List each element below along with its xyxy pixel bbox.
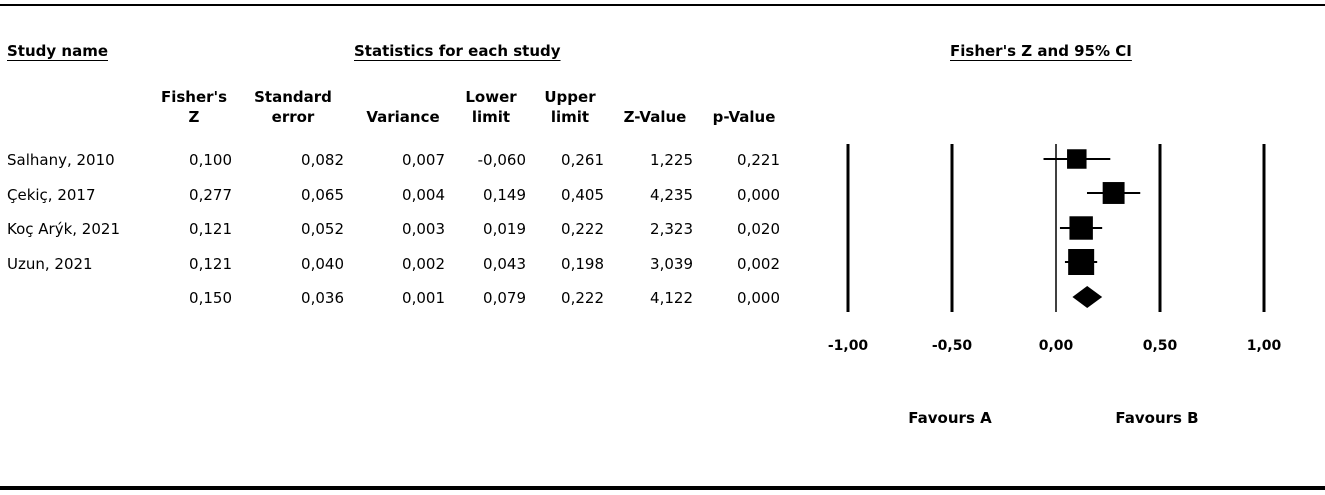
study-name: Uzun, 2021 (7, 255, 93, 273)
table-cell: 0,036 (301, 289, 344, 307)
table-cell: 0,221 (737, 151, 780, 169)
column-header-line2: limit (550, 108, 590, 126)
study-point (1068, 249, 1095, 275)
column-header-5: Z-Value (595, 87, 715, 127)
table-cell: 0,065 (301, 186, 344, 204)
table-cell: 0,079 (483, 289, 526, 307)
column-header-0: Fisher's Z (134, 87, 254, 127)
table-cell: 0,007 (402, 151, 445, 169)
table-cell: 0,002 (402, 255, 445, 273)
table-cell: 0,002 (737, 255, 780, 273)
column-header-line2: error (271, 108, 315, 126)
table-cell: 0,222 (561, 220, 604, 238)
table-cell: -0,060 (477, 151, 526, 169)
bottom-rule (0, 486, 1325, 490)
top-rule (0, 4, 1325, 6)
study-point (1069, 216, 1093, 240)
x-tick-label: 0,00 (1038, 338, 1074, 354)
column-header-6: p-Value (684, 87, 804, 127)
column-header-1: Standard error (233, 87, 353, 127)
table-cell: 0,150 (189, 289, 232, 307)
table-cell: 4,122 (650, 289, 693, 307)
table-cell: 0,149 (483, 186, 526, 204)
table-cell: 0,000 (737, 186, 780, 204)
column-header-line2: p-Value (712, 108, 776, 126)
study-name: Koç Arýk, 2021 (7, 220, 120, 238)
table-cell: 0,082 (301, 151, 344, 169)
x-tick-label: -0,50 (931, 338, 973, 354)
table-cell: 0,052 (301, 220, 344, 238)
table-cell: 0,019 (483, 220, 526, 238)
table-cell: 0,000 (737, 289, 780, 307)
column-header-line1: Fisher's (160, 88, 228, 106)
column-header-4: Upper limit (510, 87, 630, 127)
table-cell: 0,001 (402, 289, 445, 307)
table-cell: 0,222 (561, 289, 604, 307)
study-name: Çekiç, 2017 (7, 186, 96, 204)
table-cell: 0,277 (189, 186, 232, 204)
column-header-line1: Upper (544, 88, 596, 106)
table-cell: 0,100 (189, 151, 232, 169)
statistics-header: Statistics for each study (354, 42, 561, 60)
table-cell: 0,121 (189, 220, 232, 238)
column-header-2: Variance (343, 87, 463, 127)
column-header-line2: Variance (366, 108, 440, 126)
favours-b-label: Favours B (1115, 409, 1199, 427)
table-cell: 0,261 (561, 151, 604, 169)
study-name-header: Study name (7, 42, 108, 60)
table-cell: 2,323 (650, 220, 693, 238)
study-name: Salhany, 2010 (7, 151, 115, 169)
table-cell: 1,225 (650, 151, 693, 169)
study-point (1102, 182, 1125, 204)
table-cell: 0,198 (561, 255, 604, 273)
column-header-line1: Standard (254, 88, 332, 106)
table-cell: 3,039 (650, 255, 693, 273)
table-cell: 0,020 (737, 220, 780, 238)
favours-a-label: Favours A (908, 409, 992, 427)
table-cell: 0,405 (561, 186, 604, 204)
plot-header: Fisher's Z and 95% CI (950, 42, 1132, 60)
x-tick-label: 1,00 (1246, 338, 1282, 354)
x-tick-label: 0,50 (1142, 338, 1178, 354)
column-header-line2: Z (188, 108, 200, 126)
x-tick-label: -1,00 (827, 338, 869, 354)
table-cell: 0,040 (301, 255, 344, 273)
summary-diamond (1072, 286, 1103, 308)
column-header-line2: Z-Value (623, 108, 687, 126)
table-cell: 0,121 (189, 255, 232, 273)
table-cell: 0,043 (483, 255, 526, 273)
column-header-line2: limit (471, 108, 511, 126)
study-point (1067, 149, 1087, 169)
table-cell: 0,003 (402, 220, 445, 238)
table-cell: 4,235 (650, 186, 693, 204)
table-cell: 0,004 (402, 186, 445, 204)
column-header-3: Lower limit (431, 87, 551, 127)
column-header-line1: Lower (465, 88, 517, 106)
